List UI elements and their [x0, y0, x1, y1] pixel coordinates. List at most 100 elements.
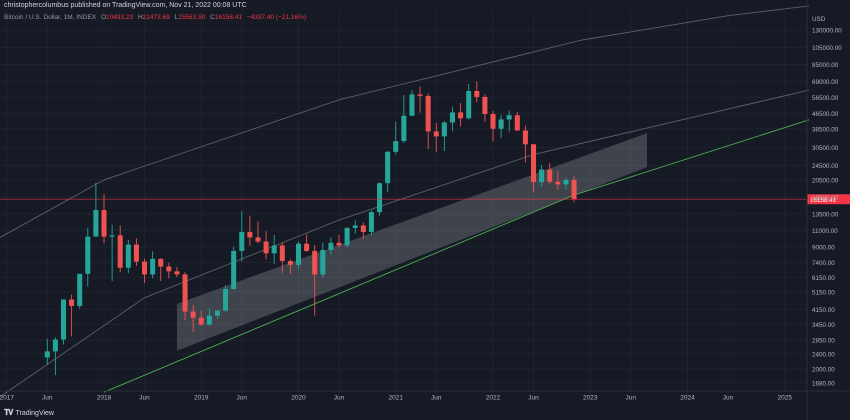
candle-body: [514, 115, 520, 131]
candle: [279, 242, 285, 274]
close-label: C: [210, 14, 215, 21]
y-tick-label: 13500.00: [812, 211, 839, 218]
candle-body: [109, 235, 115, 237]
y-tick-label: 6150.00: [812, 275, 835, 282]
candle: [482, 93, 488, 122]
candle: [555, 171, 561, 190]
candle: [563, 178, 569, 190]
candle-body: [52, 339, 58, 352]
candle: [287, 259, 293, 274]
candle-body: [69, 299, 75, 306]
candle-body: [482, 96, 488, 114]
candle: [514, 111, 520, 131]
x-tick-label: 2018: [97, 395, 112, 402]
candle: [117, 225, 123, 272]
time-axis[interactable]: 2017 Jun 2018 Jun 2019 Jun 2020 Jun 2021 Jun 2022 J…: [0, 390, 850, 402]
candle: [214, 310, 220, 319]
x-tick-label: Jun: [431, 395, 442, 402]
publisher-line: christophercolumbus published on Trading…: [4, 2, 247, 9]
candle: [385, 150, 391, 193]
candle: [271, 235, 277, 264]
candle-body: [223, 288, 229, 311]
candle-body: [44, 351, 50, 358]
change-value: −4337.40 (−21.16%): [246, 14, 307, 21]
candle: [158, 258, 164, 282]
y-tick-label: 130000.00: [812, 28, 842, 35]
candle-body: [271, 245, 277, 254]
y-tick-label: 85000.00: [812, 62, 839, 69]
y-tick-label: 2000.00: [812, 366, 835, 373]
x-tick-label: Jun: [139, 395, 150, 402]
candle: [93, 182, 99, 237]
candle-body: [571, 179, 577, 200]
tradingview-brand[interactable]: 𝐓𝐕 TradingView: [4, 408, 54, 418]
x-tick-label: Jun: [626, 395, 637, 402]
candle: [206, 308, 212, 326]
candle: [60, 299, 66, 345]
y-tick-label: 9000.00: [812, 244, 835, 251]
candle: [425, 93, 431, 150]
y-tick-label: 4150.00: [812, 307, 835, 314]
candle: [360, 222, 366, 240]
candle-body: [60, 299, 66, 340]
candle-body: [85, 236, 91, 274]
symbol-name: Bitcoin / U.S. Dollar, 1M, INDEX: [4, 14, 97, 21]
y-tick-label: 2400.00: [812, 352, 835, 359]
y-tick-label: 38500.00: [812, 126, 839, 133]
candle-body: [441, 122, 447, 137]
candle-body: [239, 231, 245, 251]
candle-body: [425, 95, 431, 132]
candle: [449, 106, 455, 132]
tradingview-logo-icon: 𝐓𝐕: [4, 408, 14, 417]
low-value: 15563.50: [178, 14, 206, 21]
candle: [69, 294, 75, 337]
y-tick-label: 1680.00: [812, 381, 835, 388]
candle: [142, 258, 148, 284]
candle: [433, 123, 439, 153]
candle-body: [142, 261, 148, 275]
candle-body: [401, 115, 407, 142]
brand-name: TradingView: [15, 409, 54, 417]
candle-body: [555, 181, 561, 185]
candle-body: [304, 243, 310, 251]
x-tick-label: 2019: [194, 395, 209, 402]
shaded-band-area: [176, 133, 647, 351]
candle: [417, 86, 423, 113]
price-axis[interactable]: 1680.00 2000.00 2400.00 2850.00 3450.00 4150.…: [806, 0, 842, 420]
y-axis-unit-label: USD: [812, 16, 826, 23]
candle-body: [158, 258, 164, 267]
y-tick-label: 46500.00: [812, 111, 839, 118]
x-tick-label: 2022: [486, 395, 501, 402]
candle: [133, 238, 139, 267]
candle: [44, 338, 50, 365]
candle: [198, 310, 204, 326]
candle: [109, 224, 115, 282]
y-tick-label: 20500.00: [812, 177, 839, 184]
candle: [239, 211, 245, 262]
candle: [352, 220, 358, 234]
y-tick-label: 105000.00: [812, 45, 842, 52]
candle: [539, 164, 545, 187]
candle-body: [279, 245, 285, 262]
candle: [231, 246, 237, 290]
candle-body: [360, 225, 366, 232]
candle: [458, 102, 464, 127]
x-tick-label: 2025: [778, 395, 793, 402]
candle: [490, 110, 496, 142]
candle: [466, 83, 472, 120]
candle: [498, 114, 504, 139]
candle-body: [295, 243, 302, 265]
candle: [547, 163, 553, 184]
candle: [304, 234, 310, 252]
candle-body: [490, 113, 496, 129]
open-label: O: [100, 14, 106, 21]
x-tick-label: Jun: [237, 395, 248, 402]
y-tick-label: 2850.00: [812, 338, 835, 345]
candle-body: [312, 250, 318, 275]
y-tick-label: 24500.00: [812, 163, 839, 170]
candle-body: [93, 210, 99, 237]
last-price-tag: [807, 194, 850, 205]
candle-body: [393, 141, 399, 152]
candle-body: [77, 273, 83, 306]
